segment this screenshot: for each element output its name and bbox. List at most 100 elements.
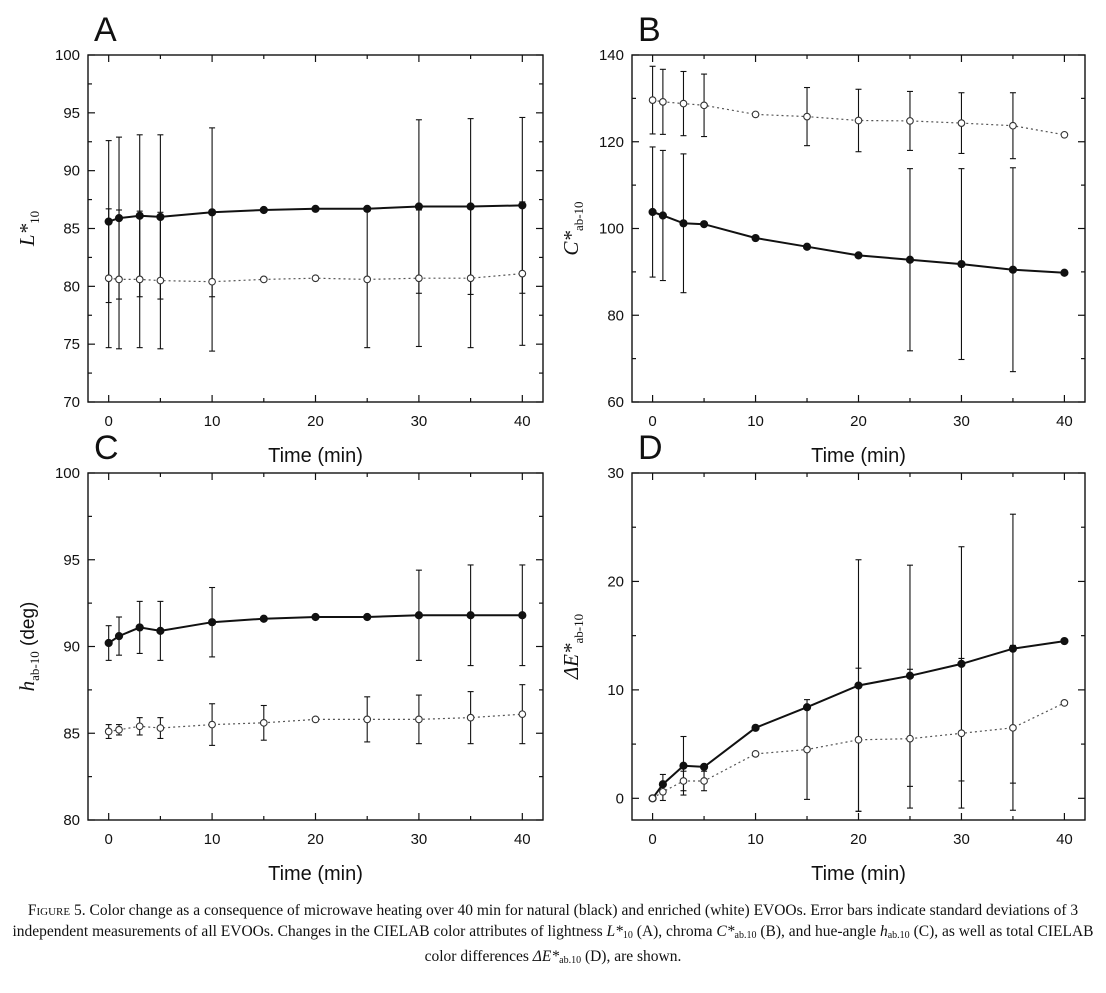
data-point [906,734,914,743]
x-tick-label-c: 30 [411,831,428,848]
caption-text-3: (B), and hue-angle [756,923,880,940]
x-tick-label-a: 20 [307,413,324,430]
data-point [1060,268,1069,277]
y-tick-label-a: 95 [63,105,80,122]
data-point [208,277,216,286]
caption-label: Figure 5. [27,902,86,919]
series-open-c [104,684,527,746]
caption-symbol-C: C* [716,923,735,940]
plot-frame-c [87,472,544,821]
y-axis-subscript-b: ab-10 [571,201,586,231]
data-point [259,718,268,727]
panel-letter-c: C [94,429,119,467]
caption-text-4: (C), as well as total CIELAB color diffe… [424,923,1094,965]
data-point [156,626,165,635]
data-point [679,99,688,108]
y-tick-label-d: 0 [616,790,624,807]
y-axis-title-d: ΔE*ab-10 [559,614,586,680]
x-tick-label-b: 20 [850,413,867,430]
x-axis-title-c: Time (min) [268,863,363,885]
series-filled-c [104,564,527,667]
data-point [208,720,216,729]
figure-caption: Figure 5. Color change as a consequence … [0,900,1106,971]
data-point [802,242,812,251]
data-point [115,725,123,734]
data-point [751,750,760,758]
y-tick-label-b: 80 [607,307,624,324]
x-tick-label-b: 40 [1056,413,1073,430]
data-point [135,275,144,284]
y-tick-label-a: 90 [63,163,80,180]
data-point [466,611,475,620]
data-point [259,205,268,215]
y-axis-title-c: hab-10 (deg) [15,602,42,692]
data-point [700,101,708,110]
data-point [648,96,657,104]
caption-symbol-h: h [879,923,888,940]
x-axis-title-b: Time (min) [811,445,906,467]
data-point [114,631,124,641]
plot-frame-a [87,54,544,403]
panel-d: D 0 10 20 30 40 0 10 20 30 Time (min) ΔE*ab-10 [559,429,1086,885]
data-point [658,211,667,220]
y-tick-label-a: 100 [55,47,80,64]
y-tick-label-b: 60 [607,394,624,411]
x-tick-label-a: 0 [105,413,113,430]
y-tick-label-b: 120 [599,134,624,151]
y-tick-label-c: 95 [63,552,80,569]
data-point [648,794,657,803]
caption-sub-C: ab.10 [734,930,757,941]
series-open-b [648,65,1069,160]
data-point [957,119,966,127]
data-point [518,269,527,278]
data-point [115,275,123,284]
x-tick-label-d: 20 [850,831,867,848]
data-point [363,612,372,622]
data-point [259,614,268,623]
data-point [415,274,423,283]
data-point [957,259,966,269]
series-filled-b [648,146,1069,373]
data-point [156,724,165,732]
x-tick-label-d: 30 [953,831,970,848]
data-point [854,116,863,125]
data-point [699,220,709,229]
data-point [751,110,760,119]
panel-letter-a: A [94,11,117,49]
x-tick-label-d: 0 [648,831,656,848]
data-point [1060,699,1069,707]
data-point [699,762,709,771]
x-tick-label-d: 40 [1056,831,1073,848]
caption-text-5: (D), are shown. [581,948,682,965]
x-tick-label-c: 40 [514,831,531,848]
data-point [1060,636,1069,646]
data-point [659,787,667,796]
data-point [104,638,113,648]
data-point [905,255,915,264]
data-point [135,722,144,731]
data-point [156,276,165,285]
data-point [466,713,475,722]
data-point [207,618,217,627]
panel-b: B 0 10 20 30 40 60 80 100 120 140 Time (min) C*ab-10 [559,11,1086,467]
x-tick-label-b: 10 [747,413,764,430]
y-tick-label-d: 10 [607,682,624,699]
caption-text-1: Color change as a consequence of microwa… [12,902,1079,940]
data-point [648,207,657,217]
data-point [854,251,863,260]
data-point [906,117,914,125]
y-tick-label-a: 70 [63,394,80,411]
y-axis-subscript-d: ab-10 [571,614,586,644]
y-tick-label-d: 20 [607,573,624,590]
series-line [652,211,1065,274]
y-axis-subscript-a: 10 [27,211,42,224]
x-tick-label-a: 30 [411,413,428,430]
data-point [1060,130,1069,139]
data-point [803,745,811,754]
x-tick-label-c: 20 [307,831,324,848]
data-point [854,735,863,744]
data-point [311,204,320,213]
data-point [311,612,320,622]
y-axis-title-b: C*ab-10 [559,201,586,255]
